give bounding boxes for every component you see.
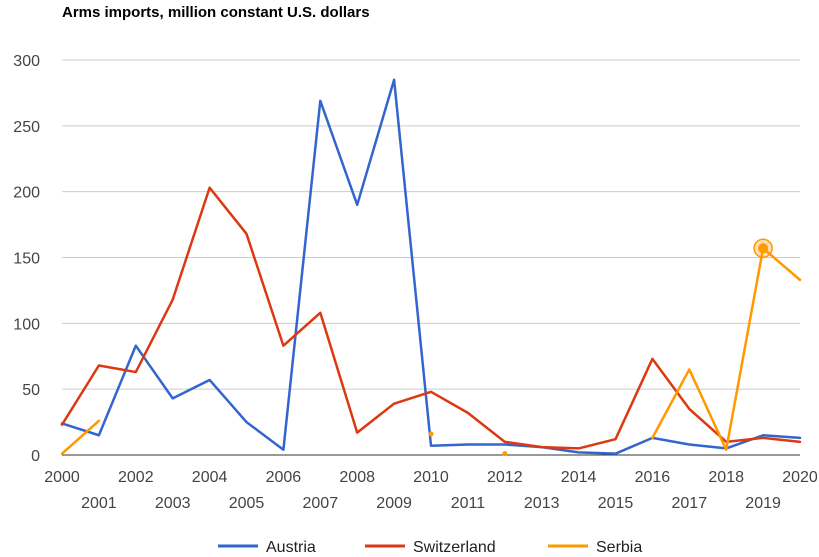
serbia-point — [428, 431, 434, 437]
x-tick-label: 2013 — [524, 495, 560, 512]
x-tick-label: 2002 — [118, 469, 154, 486]
serbia-highlight-point — [758, 243, 769, 254]
y-tick-label: 50 — [22, 382, 40, 399]
x-tick-label: 2016 — [635, 469, 671, 486]
austria-line — [60, 78, 802, 455]
x-tick-label: 2005 — [229, 495, 265, 512]
x-tick-label: 2006 — [266, 469, 302, 486]
y-tick-label: 0 — [31, 448, 40, 465]
x-tick-label: 2010 — [413, 469, 449, 486]
x-tick-label: 2019 — [745, 495, 781, 512]
x-tick-label: 2017 — [672, 495, 708, 512]
y-tick-label: 300 — [13, 53, 40, 70]
x-tick-label: 2011 — [451, 495, 486, 512]
x-tick-label: 2018 — [708, 469, 744, 486]
switzerland-line — [60, 186, 802, 450]
x-tick-label: 2003 — [155, 495, 191, 512]
y-tick-label: 150 — [13, 251, 40, 268]
y-tick-label: 100 — [13, 316, 40, 333]
legend-label-austria: Austria — [266, 539, 316, 556]
x-tick-label: 2015 — [598, 495, 634, 512]
y-tick-label: 200 — [13, 185, 40, 202]
x-tick-label: 2007 — [303, 495, 339, 512]
x-tick-label: 2008 — [339, 469, 375, 486]
x-tick-label: 2001 — [81, 495, 117, 512]
x-tick-label: 2012 — [487, 469, 523, 486]
x-tick-label: 2004 — [192, 469, 228, 486]
legend-label-switzerland: Switzerland — [413, 539, 496, 556]
serbia-line — [651, 247, 802, 451]
x-tick-label: 2020 — [782, 469, 818, 486]
chart-title: Arms imports, million constant U.S. doll… — [62, 4, 370, 21]
serbia-line — [60, 419, 101, 455]
x-tick-label: 2000 — [44, 469, 80, 486]
serbia-point — [502, 451, 508, 457]
x-tick-label: 2009 — [376, 495, 412, 512]
legend-label-serbia: Serbia — [596, 539, 642, 556]
y-tick-label: 250 — [13, 119, 40, 136]
x-tick-label: 2014 — [561, 469, 597, 486]
